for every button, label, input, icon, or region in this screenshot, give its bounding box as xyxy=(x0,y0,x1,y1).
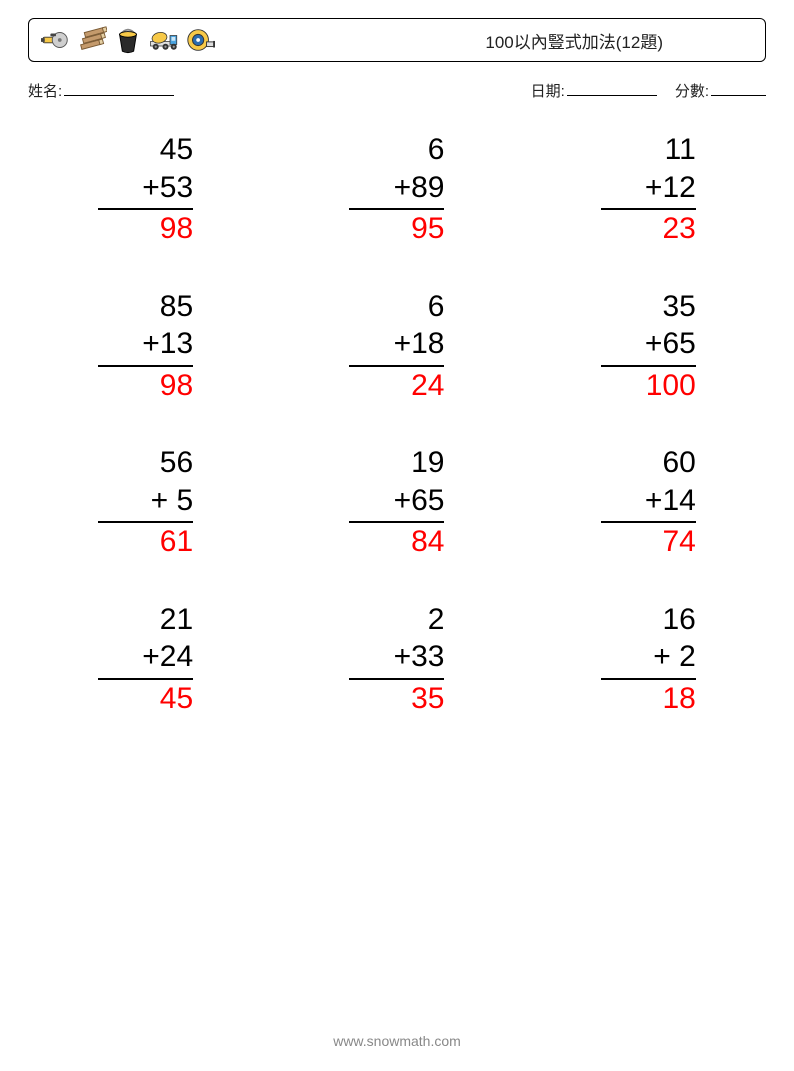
problem-inner: 45+5398 xyxy=(98,131,193,248)
answer: 61 xyxy=(98,523,193,561)
addend-top: 60 xyxy=(601,444,696,482)
problem-8: 19+6584 xyxy=(311,444,482,561)
score-blank[interactable] xyxy=(711,82,766,96)
grinder-icon xyxy=(41,25,71,55)
problem-inner: 35+65 100 xyxy=(601,288,696,405)
bucket-icon xyxy=(113,25,143,55)
answer: 18 xyxy=(601,680,696,718)
mixer-truck-icon xyxy=(149,25,179,55)
addend-top: 16 xyxy=(601,601,696,639)
problem-2: 6+8995 xyxy=(311,131,482,248)
name-blank[interactable] xyxy=(64,82,174,96)
problem-inner: 11+1223 xyxy=(601,131,696,248)
problem-inner: 6+18 24 xyxy=(349,288,444,405)
addend-top: 2 xyxy=(349,601,444,639)
addend-bottom: +33 xyxy=(349,638,444,676)
addend-bottom: +65 xyxy=(349,482,444,520)
problem-3: 11+1223 xyxy=(563,131,734,248)
name-field: 姓名: xyxy=(28,80,174,101)
lumber-icon xyxy=(77,25,107,55)
answer: 98 xyxy=(98,367,193,405)
answer: 84 xyxy=(349,523,444,561)
problem-inner: 56+ 561 xyxy=(98,444,193,561)
header-box: 100以內豎式加法(12題) xyxy=(28,18,766,62)
tape-measure-icon xyxy=(185,25,215,55)
problem-12: 16+ 2 18 xyxy=(563,601,734,718)
answer: 98 xyxy=(98,210,193,248)
date-label: 日期: xyxy=(531,80,565,101)
addend-top: 6 xyxy=(349,288,444,326)
addend-top: 56 xyxy=(98,444,193,482)
addend-bottom: + 5 xyxy=(98,482,193,520)
problem-inner: 21+24 45 xyxy=(98,601,193,718)
date-blank[interactable] xyxy=(567,82,657,96)
fields-row: 姓名: 日期: 分數: xyxy=(28,80,766,101)
addend-top: 11 xyxy=(601,131,696,169)
score-field: 分數: xyxy=(675,80,766,101)
addend-bottom: +89 xyxy=(349,169,444,207)
problem-4: 85+13 98 xyxy=(60,288,231,405)
addend-bottom: +18 xyxy=(349,325,444,363)
addend-bottom: +53 xyxy=(98,169,193,207)
score-label: 分數: xyxy=(675,80,709,101)
problem-7: 56+ 561 xyxy=(60,444,231,561)
problems-grid: 45+5398 6+899511+122385+1398 6+182435+65… xyxy=(60,131,734,717)
addend-bottom: +14 xyxy=(601,482,696,520)
problem-inner: 19+6584 xyxy=(349,444,444,561)
addend-top: 45 xyxy=(98,131,193,169)
answer: 45 xyxy=(98,680,193,718)
problem-inner: 2+33 35 xyxy=(349,601,444,718)
answer: 95 xyxy=(349,210,444,248)
problem-10: 21+24 45 xyxy=(60,601,231,718)
problem-5: 6+18 24 xyxy=(311,288,482,405)
addend-top: 21 xyxy=(98,601,193,639)
addend-top: 19 xyxy=(349,444,444,482)
footer-url: www.snowmath.com xyxy=(0,1033,794,1049)
problem-9: 60+1474 xyxy=(563,444,734,561)
answer: 35 xyxy=(349,680,444,718)
answer: 24 xyxy=(349,367,444,405)
addend-bottom: +12 xyxy=(601,169,696,207)
worksheet-title: 100以內豎式加法(12題) xyxy=(485,28,663,53)
name-label: 姓名: xyxy=(28,80,62,101)
problem-inner: 85+13 98 xyxy=(98,288,193,405)
addend-bottom: + 2 xyxy=(601,638,696,676)
addend-top: 85 xyxy=(98,288,193,326)
answer: 23 xyxy=(601,210,696,248)
addend-top: 6 xyxy=(349,131,444,169)
answer: 100 xyxy=(601,367,696,405)
addend-bottom: +65 xyxy=(601,325,696,363)
problem-6: 35+65 100 xyxy=(563,288,734,405)
problem-inner: 60+1474 xyxy=(601,444,696,561)
problem-11: 2+33 35 xyxy=(311,601,482,718)
addend-bottom: +13 xyxy=(98,325,193,363)
answer: 74 xyxy=(601,523,696,561)
date-field: 日期: xyxy=(531,80,657,101)
tool-icons-row xyxy=(41,25,215,55)
problem-inner: 16+ 2 18 xyxy=(601,601,696,718)
problem-inner: 6+8995 xyxy=(349,131,444,248)
addend-top: 35 xyxy=(601,288,696,326)
problem-1: 45+5398 xyxy=(60,131,231,248)
addend-bottom: +24 xyxy=(98,638,193,676)
